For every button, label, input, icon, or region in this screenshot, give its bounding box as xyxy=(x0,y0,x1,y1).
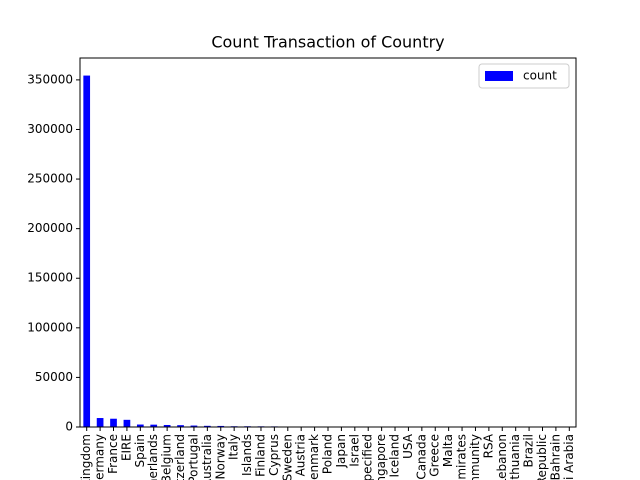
x-tick-label: Singapore xyxy=(374,434,388,480)
y-tick-label: 150000 xyxy=(27,271,73,285)
x-tick-label: EIRE xyxy=(119,434,133,461)
x-tick-label: United Kingdom xyxy=(79,434,93,480)
x-tick-label: Belgium xyxy=(160,434,174,480)
y-tick-label: 250000 xyxy=(27,172,73,186)
x-tick-label: Norway xyxy=(213,434,227,480)
x-tick-label: Netherlands xyxy=(146,434,160,480)
x-tick-label: Austria xyxy=(294,434,308,476)
bar xyxy=(110,418,117,427)
bar xyxy=(217,425,225,427)
x-tick-label: Japan xyxy=(334,434,348,468)
bar xyxy=(136,424,144,427)
y-tick-label: 50000 xyxy=(35,370,73,384)
x-tick-label: Unspecified xyxy=(361,434,375,480)
x-tick-label: Denmark xyxy=(307,434,321,480)
x-tick-label: Australia xyxy=(200,434,214,480)
bar xyxy=(123,419,131,427)
x-tick-label: Italy xyxy=(227,434,241,460)
x-tick-label: USA xyxy=(401,433,415,459)
x-tick-label: Malta xyxy=(441,434,455,467)
x-tick-label: United Arab Emirates xyxy=(455,434,469,480)
x-tick-label: Saudi Arabia xyxy=(562,434,576,480)
x-tick-label: Finland xyxy=(253,434,267,477)
x-tick-label: European Community xyxy=(468,434,482,480)
bar xyxy=(96,418,104,427)
x-tick-label: Portugal xyxy=(186,434,200,480)
x-tick-label: Brazil xyxy=(522,434,536,468)
chart-title: Count Transaction of Country xyxy=(211,33,444,52)
legend-box xyxy=(478,63,570,89)
bar xyxy=(190,425,198,427)
x-tick-label: RSA xyxy=(481,433,495,458)
x-tick-label: Lithuania xyxy=(508,434,522,480)
x-tick-label: France xyxy=(106,434,120,474)
x-tick-label: Switzerland xyxy=(173,434,187,480)
x-tick-label: Channel Islands xyxy=(240,434,254,480)
bar xyxy=(150,424,158,427)
y-tick-label: 300000 xyxy=(27,122,73,136)
x-tick-label: Greece xyxy=(428,434,442,477)
x-tick-label: Spain xyxy=(133,434,147,468)
x-tick-label: Canada xyxy=(414,434,428,480)
x-tick-label: Iceland xyxy=(388,434,402,477)
legend-swatch xyxy=(485,71,513,81)
legend-label: count xyxy=(523,69,557,83)
bar xyxy=(177,425,184,427)
x-tick-label: Czech Republic xyxy=(535,434,549,480)
x-tick-label: Cyprus xyxy=(267,434,281,476)
axes-frame xyxy=(79,57,577,428)
x-tick-label: Germany xyxy=(93,434,107,480)
x-tick-label: Israel xyxy=(347,434,361,467)
x-tick-label: Sweden xyxy=(280,434,294,480)
y-tick-label: 350000 xyxy=(27,72,73,86)
x-tick-label: Lebanon xyxy=(495,434,509,480)
y-tick-label: 0 xyxy=(65,420,73,434)
bar xyxy=(204,425,211,427)
bar xyxy=(163,424,171,427)
y-tick-label: 100000 xyxy=(27,320,73,334)
x-tick-label: Poland xyxy=(321,434,335,474)
x-tick-label: Bahrain xyxy=(548,434,562,480)
y-tick-label: 200000 xyxy=(27,221,73,235)
bar xyxy=(83,75,91,427)
